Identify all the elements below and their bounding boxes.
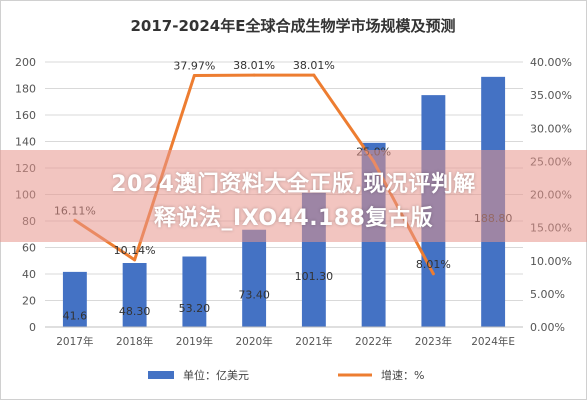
bar <box>182 256 207 327</box>
x-tick-label: 2017年 <box>56 335 93 348</box>
left-tick-label: 200 <box>15 56 36 69</box>
right-tick-label: 10.00% <box>530 255 572 268</box>
left-tick-label: 40 <box>22 268 36 281</box>
left-tick-label: 140 <box>15 136 36 149</box>
x-tick-label: 2022年 <box>355 335 392 348</box>
legend-bar-label: 单位：亿美元 <box>183 368 249 382</box>
line-data-label: 38.01% <box>293 59 335 72</box>
line-data-label: 37.97% <box>173 59 215 72</box>
bar <box>242 229 267 327</box>
bar <box>122 263 147 327</box>
bar-data-label: 101.30 <box>295 270 334 283</box>
bar <box>62 271 87 327</box>
chart-title: 2017-2024年E全球合成生物学市场规模及预测 <box>131 17 456 35</box>
right-tick-label: 40.00% <box>530 56 572 69</box>
x-tick-label: 2020年 <box>236 335 273 348</box>
watermark-banner: 2024澳门资料大全正版,现况评判解 释说法_IXO44.188复古版 <box>0 150 587 242</box>
watermark-line-2: 释说法_IXO44.188复古版 <box>154 206 433 231</box>
bar-data-label: 53.20 <box>179 302 211 315</box>
line-point <box>133 258 137 262</box>
x-tick-label: 2018年 <box>116 335 153 348</box>
left-tick-label: 20 <box>22 295 36 308</box>
x-axis-ticks: 2017年 2018年 2019年 2020年 2021年 2022年 2023年 2024年… <box>45 326 523 348</box>
line-point <box>431 272 435 276</box>
bar-data-label: 41.6 <box>63 309 88 322</box>
line-data-label: 38.01% <box>233 59 275 72</box>
line-point <box>192 73 196 77</box>
left-tick-label: 160 <box>15 109 36 122</box>
x-tick-label: 2024年E <box>471 335 515 348</box>
right-tick-label: 5.00% <box>530 288 565 301</box>
left-tick-label: 60 <box>22 242 36 255</box>
left-tick-label: 180 <box>15 83 36 96</box>
x-tick-label: 2021年 <box>295 335 332 348</box>
left-tick-label: 0 <box>29 321 36 334</box>
line-point <box>252 73 256 77</box>
legend-line-label: 增速：% <box>381 368 424 382</box>
line-point <box>312 73 316 77</box>
line-data-label: 10.14% <box>114 244 156 257</box>
bar-data-label: 48.30 <box>119 305 151 318</box>
legend: 单位：亿美元 增速：% <box>148 368 424 382</box>
line-data-label: 8.01% <box>416 258 451 271</box>
legend-bar-swatch <box>148 371 174 379</box>
right-tick-label: 0.00% <box>530 321 565 334</box>
x-tick-label: 2019年 <box>176 335 213 348</box>
x-tick-label: 2023年 <box>415 335 452 348</box>
right-tick-label: 30.00% <box>530 122 572 135</box>
bar-data-label: 73.40 <box>238 288 270 301</box>
right-tick-label: 35.00% <box>530 89 572 102</box>
watermark-line-1: 2024澳门资料大全正版,现况评判解 <box>111 172 476 197</box>
